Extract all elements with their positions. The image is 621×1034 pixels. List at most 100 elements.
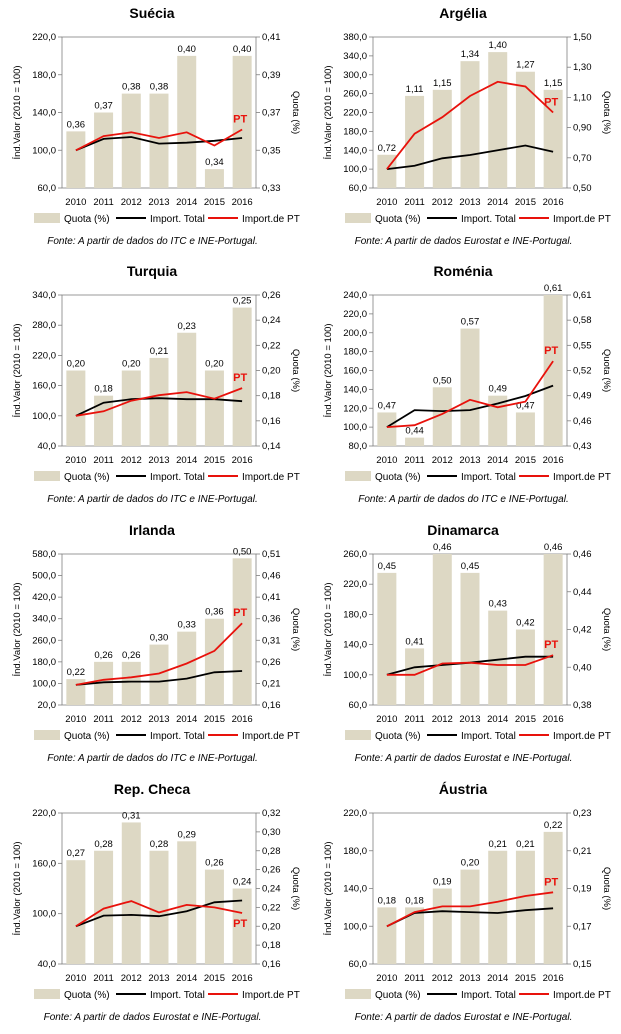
- y-right-tick-label: 0,20: [262, 921, 281, 932]
- y-right-tick-label: 0,43: [573, 441, 592, 452]
- line-import-pt: [75, 387, 243, 417]
- bar-data-label: 0,40: [233, 44, 252, 55]
- y-right-tick-label: 0,41: [262, 592, 281, 603]
- bar-data-label: 0,38: [150, 82, 169, 93]
- pt-series-tag: PT: [233, 607, 247, 619]
- y-right-tick-label: 0,21: [262, 678, 281, 689]
- y-left-tick-label: 160,0: [32, 381, 56, 392]
- legend-label-quota: Quota (%): [375, 214, 421, 225]
- bar-quota: [405, 437, 425, 446]
- bar-data-label: 0,20: [122, 359, 141, 370]
- legend-swatch-quota: [34, 989, 60, 999]
- bar-quota: [149, 93, 169, 188]
- bar-data-label: 0,29: [177, 829, 196, 840]
- bar-data-label: 0,49: [488, 384, 507, 395]
- bar-data-label: 0,45: [378, 561, 397, 572]
- y-left-tick-label: 220,0: [343, 309, 367, 320]
- y-left-tick-label: 140,0: [32, 108, 56, 119]
- legend-label-total: Import. Total: [150, 990, 205, 1001]
- legend-label-pt: Import.de PT: [553, 731, 611, 742]
- y-left-axis-title: Índ.Valor (2010 = 100): [12, 841, 23, 935]
- line-import-total: [75, 670, 243, 686]
- bar-quota: [149, 850, 169, 964]
- x-tick-label: 2014: [176, 973, 197, 984]
- legend-label-pt: Import.de PT: [553, 990, 611, 1001]
- x-tick-label: 2010: [65, 197, 86, 208]
- x-tick-label: 2010: [376, 455, 397, 466]
- x-tick-label: 2016: [232, 197, 253, 208]
- y-right-tick-label: 1,30: [573, 62, 592, 73]
- x-tick-label: 2011: [404, 197, 424, 208]
- y-left-tick-label: 260,0: [343, 89, 367, 100]
- pt-series-tag: PT: [233, 918, 247, 930]
- x-tick-label: 2016: [543, 455, 564, 466]
- legend-label-quota: Quota (%): [64, 214, 110, 225]
- y-right-tick-label: 0,40: [573, 662, 592, 673]
- chart-svg: Rep. Checa 40,0 100,0 160,0 220,0 0,16 0,18 0,2…: [12, 781, 301, 1001]
- x-tick-label: 2012: [432, 455, 453, 466]
- x-tick-label: 2012: [432, 197, 453, 208]
- y-right-tick-label: 0,44: [573, 587, 592, 598]
- y-left-tick-label: 160,0: [343, 366, 367, 377]
- legend-label-pt: Import.de PT: [242, 472, 300, 483]
- x-tick-label: 2011: [404, 455, 424, 466]
- bar-data-label: 0,26: [122, 650, 141, 661]
- bar-quota: [149, 644, 169, 705]
- y-right-tick-label: 0,26: [262, 657, 281, 668]
- bar-quota: [121, 93, 141, 188]
- chart-source: Fonte: A partir de dados do ITC e INE-Po…: [358, 494, 569, 505]
- bar-quota: [405, 907, 425, 964]
- x-tick-label: 2010: [376, 973, 397, 984]
- y-left-tick-label: 20,0: [38, 700, 57, 711]
- y-right-tick-label: 0,41: [262, 32, 281, 43]
- bar-quota: [232, 55, 252, 188]
- chart-source: Fonte: A partir de dados do ITC e INE-Po…: [47, 494, 258, 505]
- x-tick-label: 2014: [176, 197, 197, 208]
- bar-data-label: 1,40: [488, 40, 507, 51]
- x-tick-label: 2015: [515, 197, 536, 208]
- legend-swatch-quota: [34, 471, 60, 481]
- y-right-axis-title: Quota (%): [601, 91, 612, 134]
- bar-quota: [149, 357, 169, 446]
- bar-quota: [488, 52, 508, 188]
- legend-label-quota: Quota (%): [375, 472, 421, 483]
- bar-data-label: 0,50: [433, 375, 452, 386]
- y-right-axis-title: Quota (%): [290, 349, 301, 392]
- y-right-tick-label: 0,22: [262, 340, 281, 351]
- y-right-tick-label: 0,51: [262, 549, 281, 560]
- y-right-tick-label: 0,16: [262, 700, 281, 711]
- legend-label-total: Import. Total: [150, 472, 205, 483]
- line-import-pt: [386, 80, 554, 170]
- y-left-tick-label: 100,0: [32, 145, 56, 156]
- bar-quota: [432, 888, 452, 964]
- bar-data-label: 0,43: [488, 599, 507, 610]
- y-right-tick-label: 0,31: [262, 635, 281, 646]
- legend-label-pt: Import.de PT: [553, 214, 611, 225]
- legend-label-total: Import. Total: [461, 472, 516, 483]
- y-left-axis-title: Índ.Valor (2010 = 100): [323, 65, 334, 159]
- bar-quota: [66, 860, 86, 964]
- chart-svg: Roménia 80,0 100,0 120,0 140,0 160,0 180,0 200,…: [323, 263, 612, 483]
- y-right-tick-label: 0,33: [262, 183, 281, 194]
- chart-panel-romenia: Roménia 80,0 100,0 120,0 140,0 160,0 180,0 200,…: [311, 258, 616, 516]
- chart-title: Turquia: [127, 263, 178, 279]
- bar-quota: [121, 370, 141, 446]
- y-right-tick-label: 0,32: [262, 808, 281, 819]
- chart-panel-irlanda: Irlanda 20,0 100,0 180,0 260,0 340,0 420,0 500,…: [0, 517, 305, 775]
- y-left-tick-label: 220,0: [32, 808, 56, 819]
- bar-data-label: 0,36: [67, 119, 86, 130]
- x-tick-label: 2010: [376, 714, 397, 725]
- bar-data-label: 0,20: [461, 858, 480, 869]
- y-left-tick-label: 180,0: [343, 126, 367, 137]
- legend-label-total: Import. Total: [461, 990, 516, 1001]
- y-right-tick-label: 0,42: [573, 625, 592, 636]
- y-left-tick-label: 220,0: [343, 579, 367, 590]
- x-tick-label: 2015: [204, 455, 225, 466]
- x-tick-label: 2011: [93, 455, 113, 466]
- y-left-tick-label: 180,0: [32, 657, 56, 668]
- bar-quota: [121, 661, 141, 705]
- y-right-axis-title: Quota (%): [601, 608, 612, 651]
- x-tick-label: 2014: [487, 714, 508, 725]
- y-left-tick-label: 240,0: [343, 290, 367, 301]
- chart-title: Áustria: [439, 781, 487, 797]
